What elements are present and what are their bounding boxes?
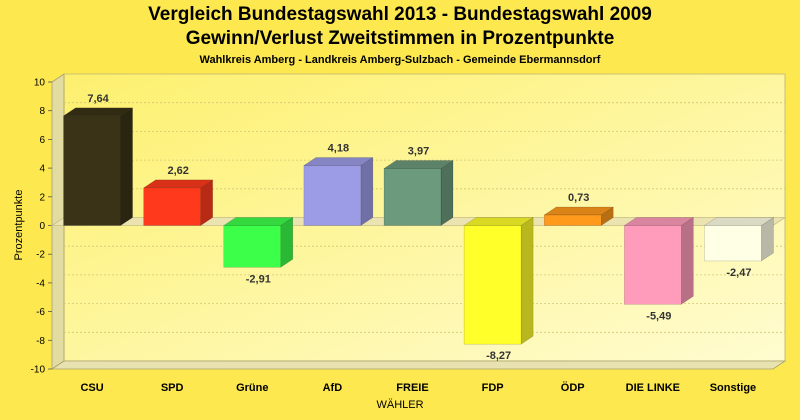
chart-location-subtitle: Wahlkreis Amberg - Landkreis Amberg-Sulz… bbox=[199, 54, 601, 66]
y-tick-label: -8 bbox=[36, 336, 45, 347]
y-tick-label: -10 bbox=[31, 365, 46, 376]
bar-group bbox=[543, 206, 615, 226]
y-tick-label: 4 bbox=[39, 164, 45, 175]
x-tick-label: AfD bbox=[323, 382, 343, 394]
y-tick-label: 8 bbox=[39, 106, 45, 117]
chart-subtitle: Gewinn/Verlust Zweitstimmen in Prozentpu… bbox=[185, 28, 615, 49]
data-label: 7,64 bbox=[87, 93, 109, 105]
bar-top bbox=[623, 217, 695, 226]
bar-group bbox=[222, 217, 294, 268]
x-tick-label: SPD bbox=[161, 382, 184, 394]
bar-side bbox=[120, 107, 133, 226]
plot-floor bbox=[50, 360, 787, 370]
bar bbox=[63, 115, 121, 226]
y-tick-label: -2 bbox=[36, 250, 45, 261]
y-tick-label: -4 bbox=[36, 278, 45, 289]
data-label: -2,47 bbox=[726, 267, 751, 279]
x-tick-label: CSU bbox=[80, 382, 103, 394]
x-tick-label: FDP bbox=[482, 382, 504, 394]
bar bbox=[223, 225, 282, 268]
data-label: 3,97 bbox=[408, 146, 429, 158]
x-tick-label: Sonstige bbox=[710, 382, 756, 394]
bar-side bbox=[360, 157, 374, 226]
x-tick-label: FREIE bbox=[396, 382, 428, 394]
data-label: 4,18 bbox=[328, 143, 349, 155]
bar-group bbox=[463, 217, 534, 345]
bar bbox=[463, 225, 522, 345]
bar-group bbox=[303, 157, 374, 226]
x-tick-label: DIE LINKE bbox=[626, 382, 680, 394]
bar bbox=[143, 187, 201, 226]
data-label: -2,91 bbox=[246, 273, 271, 285]
bar-group bbox=[703, 217, 775, 262]
bar-top bbox=[62, 107, 134, 117]
bar-side bbox=[440, 160, 454, 226]
data-label: -5,49 bbox=[646, 310, 671, 322]
bar-top bbox=[222, 217, 294, 226]
y-axis-label: Prozentpunkte bbox=[13, 190, 25, 261]
y-tick-label: 2 bbox=[39, 192, 45, 203]
bar bbox=[303, 165, 362, 226]
data-label: 2,62 bbox=[167, 165, 188, 177]
x-tick-label: Grüne bbox=[236, 382, 268, 394]
bar bbox=[704, 225, 762, 262]
y-tick-label: 6 bbox=[39, 135, 45, 146]
x-tick-label: ÖDP bbox=[561, 381, 585, 394]
x-axis-label: WÄHLER bbox=[376, 399, 423, 411]
bar-top bbox=[303, 157, 374, 166]
bar-top bbox=[142, 179, 214, 189]
bar-group bbox=[383, 160, 454, 226]
y-tick-label: -6 bbox=[36, 307, 45, 318]
bar-top bbox=[463, 217, 534, 226]
bar bbox=[543, 214, 602, 226]
bar-top bbox=[383, 160, 454, 169]
bar-group bbox=[142, 179, 214, 226]
bar bbox=[383, 168, 442, 226]
bar-side bbox=[280, 217, 294, 268]
bar-group bbox=[623, 217, 695, 305]
data-label: 0,73 bbox=[568, 192, 589, 204]
y-tick-label: 0 bbox=[39, 221, 45, 232]
bar-side bbox=[520, 217, 534, 345]
bar-top bbox=[543, 206, 615, 216]
y-tick-label: 10 bbox=[34, 78, 46, 89]
bar-group bbox=[62, 107, 134, 226]
chart-title: Vergleich Bundestagswahl 2013 - Bundesta… bbox=[148, 4, 652, 25]
bar bbox=[624, 225, 682, 305]
data-label: -8,27 bbox=[486, 350, 511, 362]
bar-top bbox=[703, 217, 775, 226]
bar-side bbox=[681, 217, 694, 305]
